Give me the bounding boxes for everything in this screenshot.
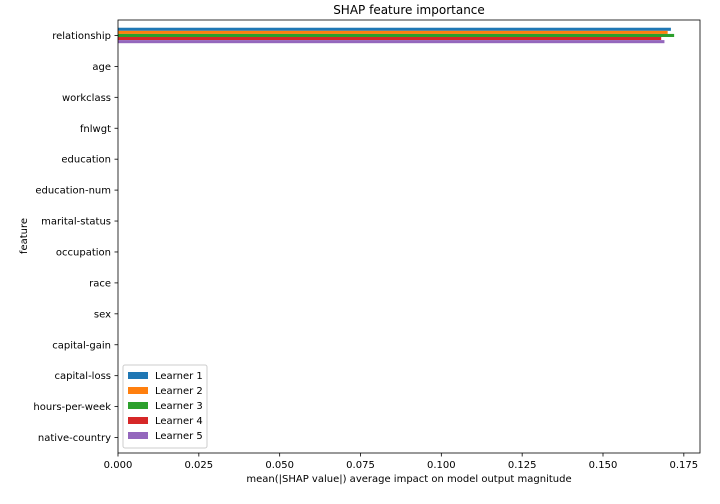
x-tick-label: 0.125 [508, 460, 537, 471]
bar-learner-5-relationship [118, 40, 665, 44]
y-tick-label: capital-loss [54, 371, 111, 382]
y-axis-title: feature [19, 218, 30, 254]
y-tick-label: sex [94, 309, 111, 320]
bars-group [118, 27, 675, 44]
y-tick-label: native-country [38, 433, 111, 444]
legend-label: Learner 4 [155, 416, 203, 427]
x-tick-label: 0.075 [346, 460, 375, 471]
legend: Learner 1 Learner 2 Learner 3 Learner 4 Lear… [122, 364, 208, 449]
bar-learner-3-relationship [118, 33, 675, 38]
legend-swatch [128, 417, 148, 424]
bar-learner-2-relationship [118, 30, 668, 34]
legend-swatch [128, 432, 148, 439]
y-axis: relationship age workclass fnlwgt education e… [33, 31, 118, 444]
legend-swatch [128, 372, 148, 379]
y-tick-label: hours-per-week [33, 402, 111, 413]
plot-area-frame [117, 19, 701, 454]
x-tick-label: 0.100 [427, 460, 456, 471]
y-tick-label: education [61, 155, 111, 166]
y-tick-label: age [92, 62, 111, 73]
legend-box [122, 364, 208, 449]
x-tick-label: 0.000 [104, 460, 133, 471]
chart-title: SHAP feature importance [333, 3, 485, 17]
legend-label: Learner 3 [155, 401, 203, 412]
bar-learner-1-relationship [118, 27, 671, 31]
x-tick-label: 0.050 [265, 460, 294, 471]
y-tick-label: race [89, 278, 111, 289]
y-tick-label: capital-gain [52, 340, 111, 351]
y-tick-label: fnlwgt [80, 124, 111, 135]
legend-swatch [128, 402, 148, 409]
y-tick-label: relationship [52, 31, 111, 42]
x-axis-title: mean(|SHAP value|) average impact on mod… [246, 474, 571, 485]
legend-label: Learner 1 [155, 371, 203, 382]
bar-learner-4-relationship [118, 37, 662, 41]
y-tick-label: occupation [56, 247, 111, 258]
y-tick-label: marital-status [41, 217, 111, 228]
x-tick-label: 0.175 [670, 460, 699, 471]
y-tick-label: education-num [35, 186, 111, 197]
x-tick-label: 0.150 [589, 460, 618, 471]
x-axis: 0.000 0.025 0.050 0.075 0.100 0.125 0.150 0.175 [104, 453, 698, 471]
legend-label: Learner 2 [155, 386, 203, 397]
legend-label: Learner 5 [155, 431, 203, 442]
x-tick-label: 0.025 [185, 460, 214, 471]
y-tick-label: workclass [62, 93, 111, 104]
legend-swatch [128, 387, 148, 394]
